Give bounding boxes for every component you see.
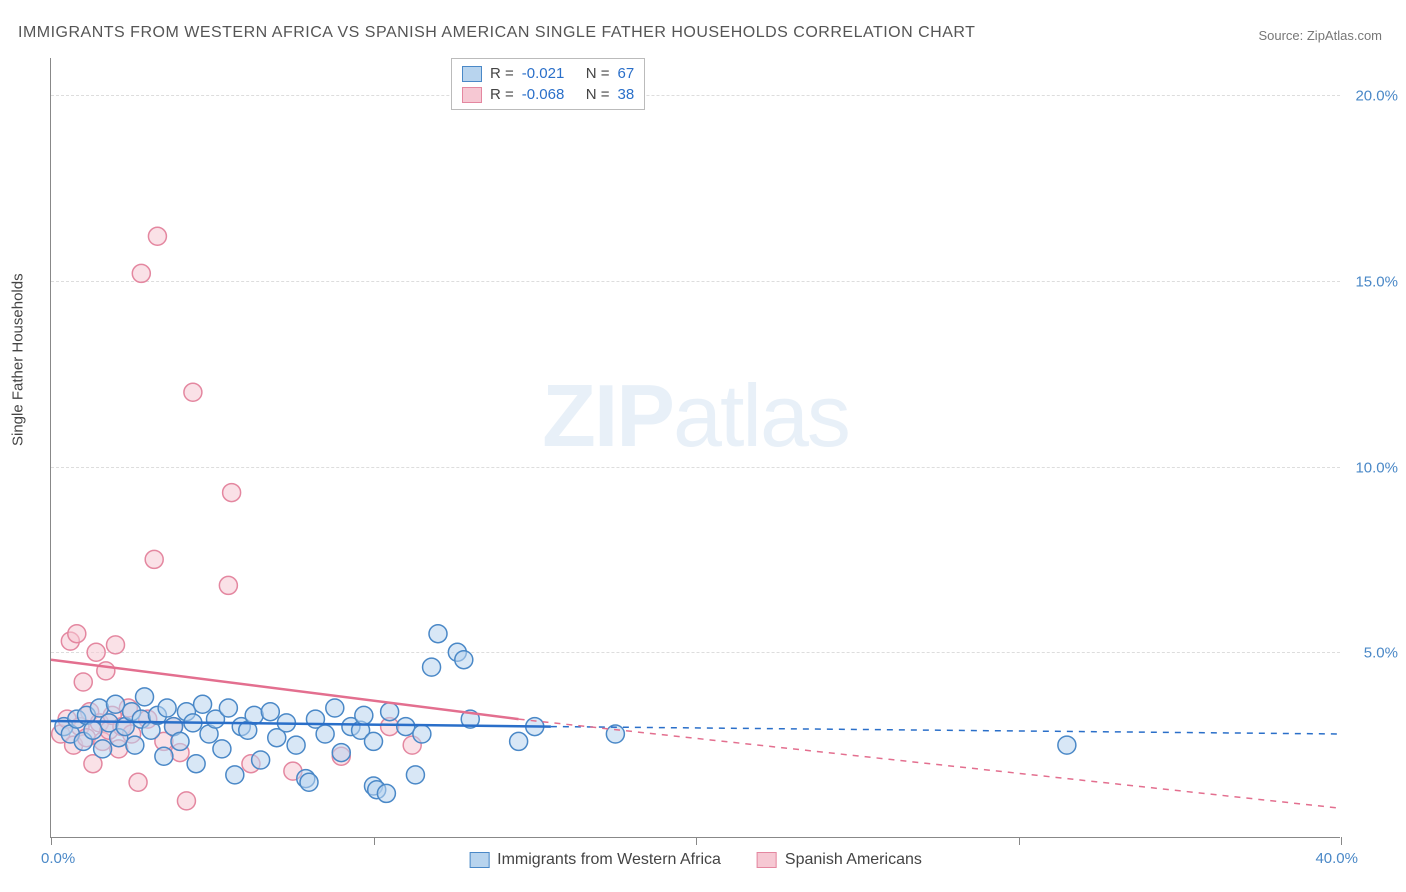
chart-title: IMMIGRANTS FROM WESTERN AFRICA VS SPANIS… <box>18 24 975 42</box>
stats-r-label-2: R = <box>490 86 514 103</box>
x-tick <box>374 837 375 845</box>
scatter-point <box>397 718 415 736</box>
scatter-point <box>74 673 92 691</box>
scatter-point <box>213 740 231 758</box>
scatter-point <box>326 699 344 717</box>
scatter-point <box>423 658 441 676</box>
x-tick <box>1341 837 1342 845</box>
scatter-point <box>406 766 424 784</box>
scatter-point <box>223 484 241 502</box>
scatter-point <box>316 725 334 743</box>
regression-line-extrapolated <box>519 719 1341 808</box>
source-label: Source: ZipAtlas.com <box>1258 28 1382 43</box>
scatter-point <box>87 643 105 661</box>
scatter-point <box>94 740 112 758</box>
stats-r-label-1: R = <box>490 65 514 82</box>
stats-n-label-2: N = <box>586 86 610 103</box>
chart-container: IMMIGRANTS FROM WESTERN AFRICA VS SPANIS… <box>0 0 1406 892</box>
scatter-point <box>261 703 279 721</box>
legend-swatch-1 <box>469 852 489 868</box>
stats-box: R = -0.021 N = 67 R = -0.068 N = 38 <box>451 58 645 110</box>
y-tick-label: 5.0% <box>1364 645 1398 662</box>
scatter-point <box>68 625 86 643</box>
scatter-point <box>381 703 399 721</box>
scatter-point <box>129 773 147 791</box>
scatter-point <box>332 744 350 762</box>
legend-item-2: Spanish Americans <box>757 851 922 869</box>
scatter-point <box>107 695 125 713</box>
x-tick <box>51 837 52 845</box>
y-axis-title: Single Father Households <box>10 273 27 446</box>
scatter-point <box>245 706 263 724</box>
x-tick <box>696 837 697 845</box>
plot-area: ZIPatlas 5.0%10.0%15.0%20.0% R = -0.021 … <box>50 58 1340 838</box>
scatter-point <box>136 688 154 706</box>
scatter-point <box>107 636 125 654</box>
scatter-point <box>158 699 176 717</box>
stats-row-1: R = -0.021 N = 67 <box>462 63 634 84</box>
stats-n-value-1: 67 <box>618 65 635 82</box>
x-tick <box>1019 837 1020 845</box>
scatter-point <box>132 264 150 282</box>
scatter-point <box>177 792 195 810</box>
scatter-point <box>455 651 473 669</box>
scatter-point <box>413 725 431 743</box>
x-axis-label-left: 0.0% <box>41 850 75 867</box>
regression-line-extrapolated <box>551 727 1341 734</box>
stats-row-2: R = -0.068 N = 38 <box>462 84 634 105</box>
stats-r-value-2: -0.068 <box>522 86 578 103</box>
scatter-point <box>187 755 205 773</box>
stats-swatch-2 <box>462 87 482 103</box>
scatter-point <box>194 695 212 713</box>
scatter-point <box>365 732 383 750</box>
scatter-point <box>126 736 144 754</box>
legend-label-1: Immigrants from Western Africa <box>497 851 721 869</box>
scatter-point <box>84 721 102 739</box>
scatter-point <box>1058 736 1076 754</box>
scatter-point <box>300 773 318 791</box>
stats-n-value-2: 38 <box>618 86 635 103</box>
stats-swatch-1 <box>462 66 482 82</box>
stats-r-value-1: -0.021 <box>522 65 578 82</box>
scatter-point <box>219 576 237 594</box>
scatter-point <box>148 227 166 245</box>
legend-label-2: Spanish Americans <box>785 851 922 869</box>
scatter-point <box>287 736 305 754</box>
legend-swatch-2 <box>757 852 777 868</box>
y-tick-label: 15.0% <box>1355 273 1398 290</box>
scatter-point <box>226 766 244 784</box>
plot-svg <box>51 58 1340 837</box>
scatter-point <box>377 784 395 802</box>
scatter-point <box>510 732 528 750</box>
bottom-legend: Immigrants from Western Africa Spanish A… <box>469 851 922 869</box>
y-tick-label: 20.0% <box>1355 88 1398 105</box>
scatter-point <box>97 662 115 680</box>
scatter-point <box>355 706 373 724</box>
x-axis-label-right: 40.0% <box>1315 850 1358 867</box>
scatter-point <box>145 550 163 568</box>
scatter-point <box>252 751 270 769</box>
scatter-point <box>184 383 202 401</box>
scatter-point <box>171 732 189 750</box>
legend-item-1: Immigrants from Western Africa <box>469 851 721 869</box>
y-tick-label: 10.0% <box>1355 459 1398 476</box>
stats-n-label-1: N = <box>586 65 610 82</box>
scatter-point <box>429 625 447 643</box>
scatter-point <box>219 699 237 717</box>
scatter-point <box>155 747 173 765</box>
